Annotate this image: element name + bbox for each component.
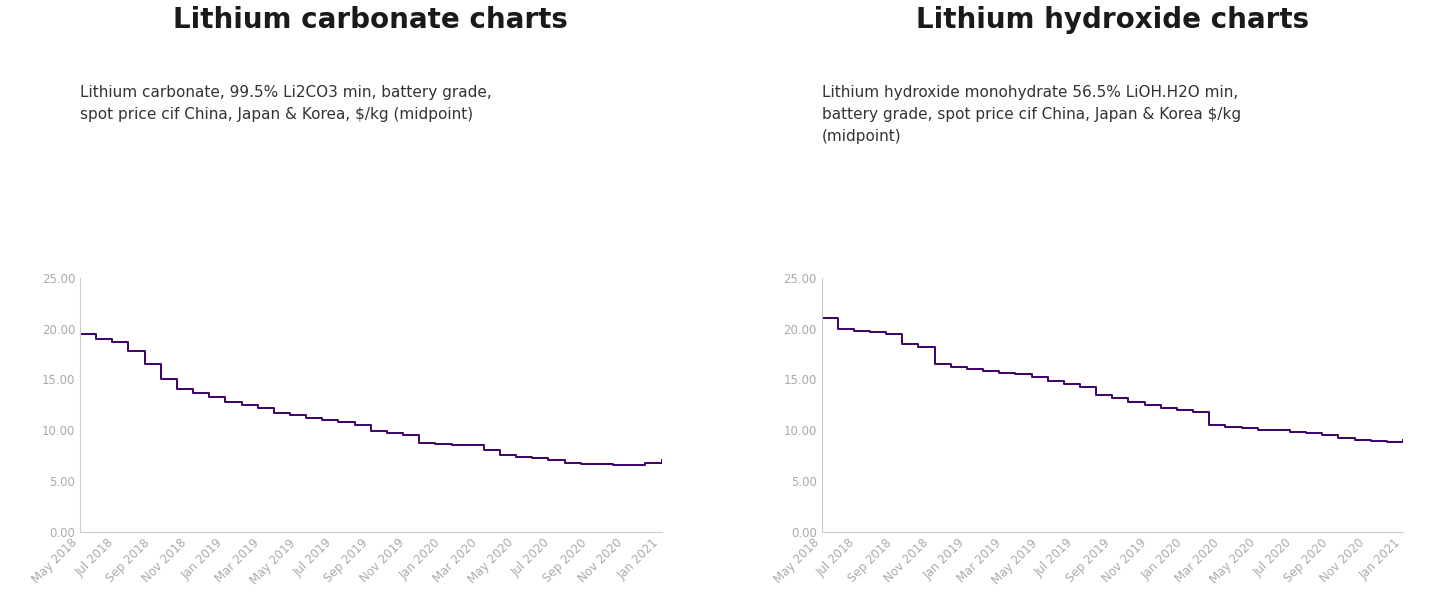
Text: Lithium hydroxide monohydrate 56.5% LiOH.H2O min,
battery grade, spot price cif : Lithium hydroxide monohydrate 56.5% LiOH… bbox=[822, 85, 1240, 144]
Text: Lithium carbonate charts: Lithium carbonate charts bbox=[173, 6, 569, 34]
Text: Lithium carbonate, 99.5% Li2CO3 min, battery grade,
spot price cif China, Japan : Lithium carbonate, 99.5% Li2CO3 min, bat… bbox=[80, 85, 491, 122]
Text: Lithium hydroxide charts: Lithium hydroxide charts bbox=[916, 6, 1309, 34]
